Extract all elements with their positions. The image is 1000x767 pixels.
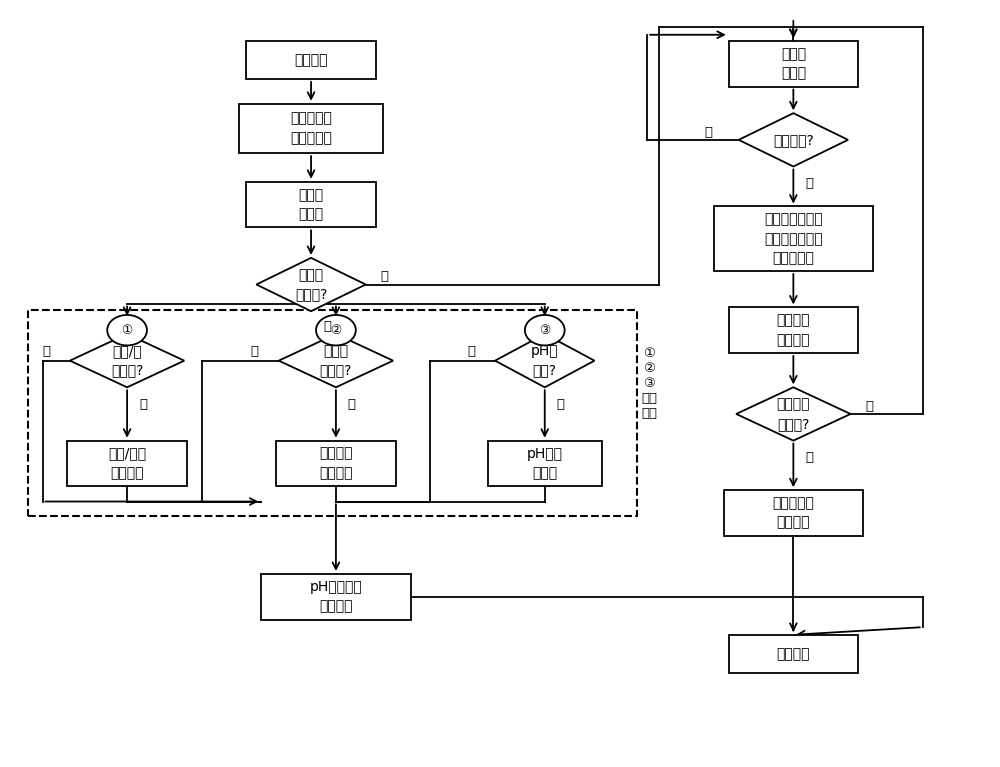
Circle shape [107,315,147,345]
Text: 停止滴定，显示
并保存终点数据
及滴定曲线: 停止滴定，显示 并保存终点数据 及滴定曲线 [764,212,823,265]
Text: 排空管路中
液体程序: 排空管路中 液体程序 [772,496,814,530]
Polygon shape [256,258,366,311]
FancyBboxPatch shape [246,41,376,79]
Text: pH信号连续
采集程序: pH信号连续 采集程序 [310,580,362,614]
Text: 用户登
录成功?: 用户登 录成功? [295,268,327,301]
Text: 是: 是 [139,397,147,410]
Text: 联机上电: 联机上电 [294,53,328,67]
FancyBboxPatch shape [729,635,858,673]
Polygon shape [70,334,184,387]
Text: 否: 否 [251,345,259,358]
FancyBboxPatch shape [714,206,873,272]
Polygon shape [739,114,848,166]
Polygon shape [279,334,393,387]
Text: 是: 是 [323,320,331,333]
FancyBboxPatch shape [67,440,187,486]
FancyBboxPatch shape [261,574,411,620]
Text: ②: ② [330,324,342,337]
FancyBboxPatch shape [488,440,602,486]
Text: 否: 否 [381,271,389,283]
Text: 滴定终点?: 滴定终点? [773,133,814,146]
FancyBboxPatch shape [246,182,376,227]
FancyBboxPatch shape [729,308,858,353]
Text: 否: 否 [42,345,50,358]
Text: 是: 是 [805,176,813,189]
Text: 是: 是 [348,397,356,410]
FancyBboxPatch shape [239,104,383,153]
Polygon shape [736,387,851,440]
Text: 是: 是 [805,451,813,464]
Circle shape [525,315,565,345]
Text: 位移台回
原点程序: 位移台回 原点程序 [777,314,810,347]
Text: 设备及滴定
参数初始化: 设备及滴定 参数初始化 [290,112,332,145]
Polygon shape [495,334,594,387]
Circle shape [316,315,356,345]
Text: pH计标
定程序: pH计标 定程序 [527,446,563,480]
Text: 否: 否 [865,400,873,413]
Text: 启动应
用程序: 启动应 用程序 [298,188,324,222]
Text: 断电/急
停复位?: 断电/急 停复位? [111,344,143,377]
Text: ①
②
③
顺序
执行: ① ② ③ 顺序 执行 [641,347,657,420]
Text: ③: ③ [539,324,550,337]
Text: 循环滴
定程序: 循环滴 定程序 [781,47,806,81]
FancyBboxPatch shape [276,440,396,486]
FancyBboxPatch shape [724,490,863,536]
Text: 退出程序: 退出程序 [777,647,810,661]
Text: ①: ① [121,324,133,337]
Text: 是: 是 [557,397,565,410]
Text: 断电/急停
复位程序: 断电/急停 复位程序 [108,446,146,480]
Text: 否: 否 [467,345,475,358]
Text: pH计
标定?: pH计 标定? [531,344,559,377]
Text: 排空管
路空气?: 排空管 路空气? [320,344,352,377]
Text: 排空管路
空气程序: 排空管路 空气程序 [319,446,353,480]
Text: 否: 否 [705,126,713,139]
Text: 排空管路
中液体?: 排空管路 中液体? [777,397,810,431]
FancyBboxPatch shape [729,41,858,87]
Bar [28,311,637,516]
